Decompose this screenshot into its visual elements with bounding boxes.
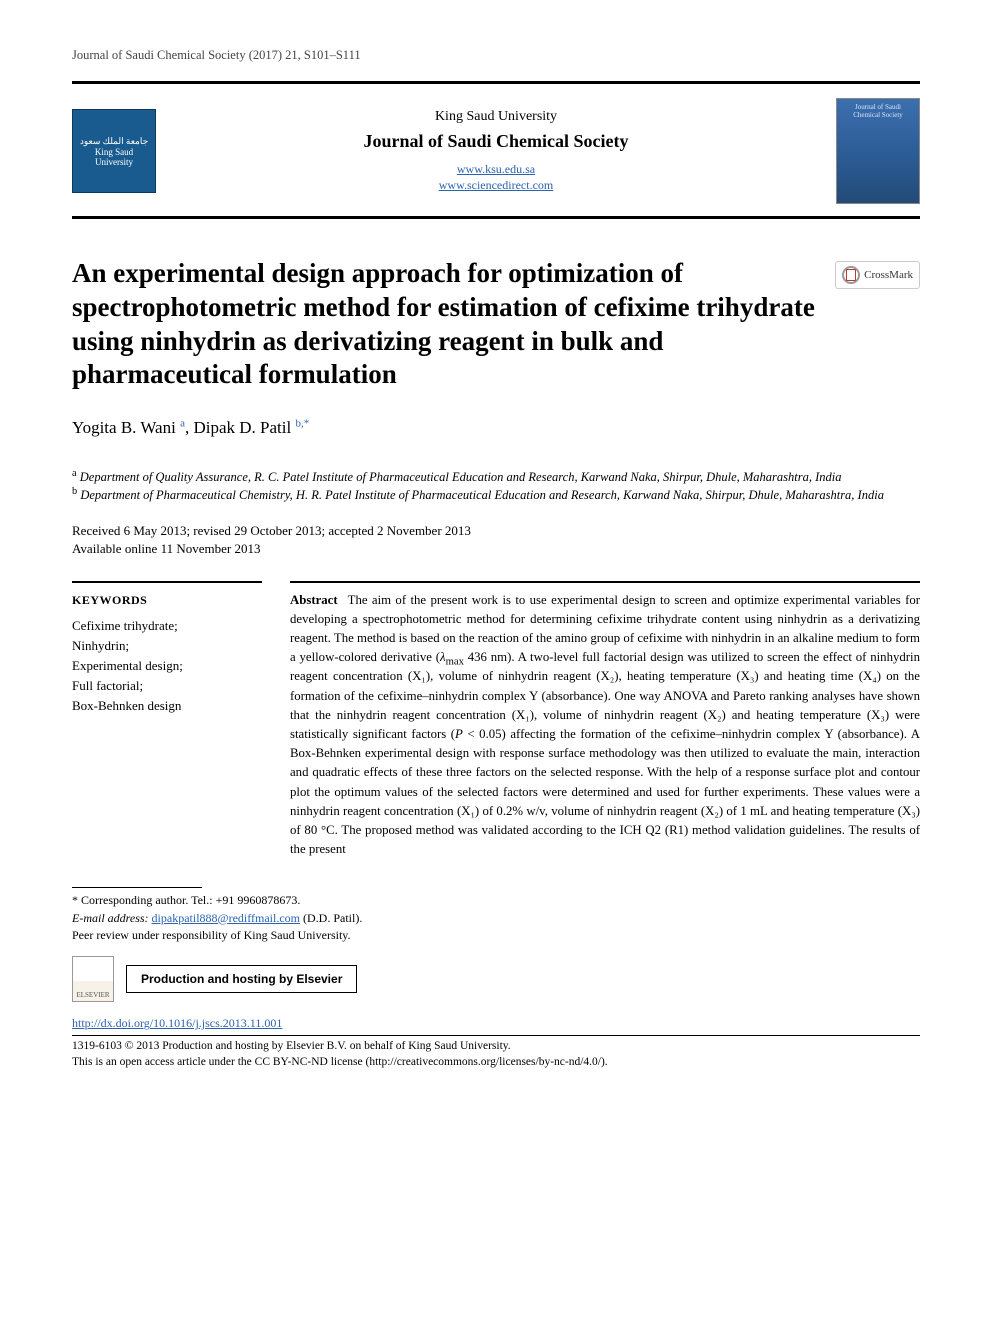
abstract-row: KEYWORDS Cefixime trihydrate; Ninhydrin;… xyxy=(72,581,920,860)
article-title: An experimental design approach for opti… xyxy=(72,257,819,392)
affiliation-a: a Department of Quality Assurance, R. C.… xyxy=(72,468,920,486)
email-link[interactable]: dipakpatil888@rediffmail.com xyxy=(152,911,300,925)
authors: Yogita B. Wani a, Dipak D. Patil b,* xyxy=(72,418,920,438)
hosting-block: ELSEVIER Production and hosting by Elsev… xyxy=(72,956,920,1002)
masthead-bottom-rule xyxy=(72,216,920,219)
footnotes: * Corresponding author. Tel.: +91 996087… xyxy=(72,887,920,944)
author-1-name: Yogita B. Wani xyxy=(72,418,180,437)
keywords-list: Cefixime trihydrate; Ninhydrin; Experime… xyxy=(72,616,262,717)
copyright-line-1: 1319-6103 © 2013 Production and hosting … xyxy=(72,1039,920,1055)
dates-online: Available online 11 November 2013 xyxy=(72,540,920,558)
author-2-aff-link[interactable]: b, xyxy=(295,417,303,429)
doi-link[interactable]: http://dx.doi.org/10.1016/j.jscs.2013.11… xyxy=(72,1016,282,1030)
abstract-rule xyxy=(290,581,920,583)
affiliation-a-text: Department of Quality Assurance, R. C. P… xyxy=(80,470,842,484)
author-2-corr-link[interactable]: * xyxy=(304,417,310,429)
author-2-name: Dipak D. Patil xyxy=(193,418,295,437)
journal-links: www.ksu.edu.sa www.sciencedirect.com xyxy=(172,162,820,193)
title-block: An experimental design approach for opti… xyxy=(72,257,920,392)
copyright-line-2: This is an open access article under the… xyxy=(72,1055,920,1071)
keywords-rule xyxy=(72,581,262,583)
corresponding-author: * Corresponding author. Tel.: +91 996087… xyxy=(72,892,920,909)
sciencedirect-link[interactable]: www.sciencedirect.com xyxy=(172,178,820,194)
journal-cover-thumb: Journal of Saudi Chemical Society xyxy=(836,98,920,204)
keyword-item: Cefixime trihydrate; xyxy=(72,616,262,636)
crossmark-icon xyxy=(842,266,860,284)
university-name: King Saud University xyxy=(172,109,820,125)
elsevier-logo: ELSEVIER xyxy=(72,956,114,1002)
ksu-link[interactable]: www.ksu.edu.sa xyxy=(172,162,820,178)
footnote-rule xyxy=(72,887,202,888)
copyright: 1319-6103 © 2013 Production and hosting … xyxy=(72,1039,920,1070)
page: Journal of Saudi Chemical Society (2017)… xyxy=(0,0,992,1110)
email-label: E-mail address: xyxy=(72,911,152,925)
peer-review-note: Peer review under responsibility of King… xyxy=(72,927,920,944)
keywords-heading: KEYWORDS xyxy=(72,593,262,608)
keyword-item: Box-Behnken design xyxy=(72,696,262,716)
masthead: جامعة الملك سعود King Saud University Ki… xyxy=(72,88,920,212)
keyword-item: Full factorial; xyxy=(72,676,262,696)
affiliation-b-text: Department of Pharmaceutical Chemistry, … xyxy=(80,488,884,502)
abstract-text: AbstractThe aim of the present work is t… xyxy=(290,591,920,860)
copyright-rule xyxy=(72,1035,920,1036)
keyword-item: Experimental design; xyxy=(72,656,262,676)
running-head: Journal of Saudi Chemical Society (2017)… xyxy=(72,48,920,63)
crossmark-label: CrossMark xyxy=(864,269,913,281)
crossmark-badge[interactable]: CrossMark xyxy=(835,261,920,289)
email-line: E-mail address: dipakpatil888@rediffmail… xyxy=(72,910,920,927)
email-tail: (D.D. Patil). xyxy=(300,911,362,925)
abstract-label: Abstract xyxy=(290,593,338,607)
keywords-column: KEYWORDS Cefixime trihydrate; Ninhydrin;… xyxy=(72,581,262,717)
top-rule xyxy=(72,81,920,84)
keyword-item: Ninhydrin; xyxy=(72,636,262,656)
affiliations: a Department of Quality Assurance, R. C.… xyxy=(72,468,920,504)
p-italic: P xyxy=(455,727,463,741)
abstract-part-post-p: < 0.05) affecting the formation of the c… xyxy=(290,727,920,856)
affiliation-b: b Department of Pharmaceutical Chemistry… xyxy=(72,486,920,504)
lambda-sub: max xyxy=(446,657,464,668)
publisher-logo: جامعة الملك سعود King Saud University xyxy=(72,109,156,193)
article-dates: Received 6 May 2013; revised 29 October … xyxy=(72,522,920,558)
journal-name: Journal of Saudi Chemical Society xyxy=(172,131,820,152)
dates-received: Received 6 May 2013; revised 29 October … xyxy=(72,522,920,540)
doi-block: http://dx.doi.org/10.1016/j.jscs.2013.11… xyxy=(72,1016,920,1070)
hosting-bar: Production and hosting by Elsevier xyxy=(126,965,357,993)
abstract-column: AbstractThe aim of the present work is t… xyxy=(290,581,920,860)
masthead-center: King Saud University Journal of Saudi Ch… xyxy=(172,109,820,193)
